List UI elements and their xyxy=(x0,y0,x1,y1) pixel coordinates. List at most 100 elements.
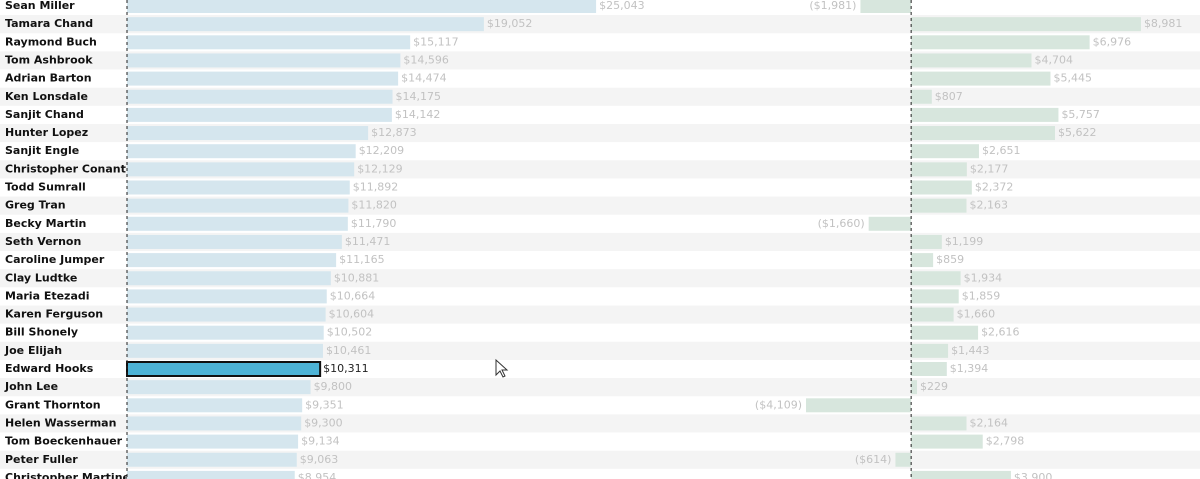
value-label: $1,443 xyxy=(951,344,990,357)
bar xyxy=(127,198,349,213)
row-label: Sanjit Chand xyxy=(5,108,84,121)
value-label: $19,052 xyxy=(487,17,533,30)
value-label: $12,873 xyxy=(371,126,417,139)
bar xyxy=(911,325,979,340)
value-label: $12,129 xyxy=(357,162,403,175)
value-label: $3,900 xyxy=(1014,471,1053,479)
bar xyxy=(911,198,967,213)
bar xyxy=(911,71,1051,86)
value-label: ($1,981) xyxy=(809,0,856,12)
row-label: Tom Boeckenhauer xyxy=(5,435,123,448)
value-label: $10,311 xyxy=(323,362,369,375)
value-label: $11,790 xyxy=(351,217,397,230)
value-label: $2,798 xyxy=(986,435,1025,448)
row-label: Sanjit Engle xyxy=(5,144,79,157)
row-label: Clay Ludtke xyxy=(5,271,77,284)
bar xyxy=(127,17,484,32)
bar xyxy=(860,0,912,13)
bar xyxy=(911,271,961,286)
mouse-cursor xyxy=(495,358,509,378)
value-label: $5,622 xyxy=(1058,126,1097,139)
bar xyxy=(127,271,331,286)
bar xyxy=(127,289,327,304)
row-label: Helen Wasserman xyxy=(5,416,116,429)
row-label: Bill Shonely xyxy=(5,326,78,339)
row-label: Tamara Chand xyxy=(5,17,93,30)
bar xyxy=(127,325,324,340)
bar xyxy=(126,361,322,377)
value-label: $9,300 xyxy=(304,416,343,429)
bar xyxy=(127,434,299,449)
row-label: Ken Lonsdale xyxy=(5,90,88,103)
bar xyxy=(127,144,356,159)
value-label: $1,660 xyxy=(957,308,996,321)
value-label: $10,461 xyxy=(326,344,372,357)
row-label: Sean Miller xyxy=(5,0,75,12)
value-label: $9,351 xyxy=(305,398,344,411)
bar xyxy=(127,162,355,177)
value-label: $859 xyxy=(936,253,964,266)
value-label: $5,757 xyxy=(1061,108,1100,121)
bar xyxy=(127,416,302,431)
row-label: Christopher Martinez xyxy=(5,471,136,479)
value-label: $2,616 xyxy=(981,326,1020,339)
value-label: $9,134 xyxy=(301,435,340,448)
bar xyxy=(911,470,1011,479)
bar xyxy=(127,216,348,231)
value-label: $10,664 xyxy=(330,289,376,302)
value-label: $807 xyxy=(935,90,963,103)
value-label: $11,820 xyxy=(351,199,397,212)
bar xyxy=(127,234,342,249)
bar xyxy=(127,307,326,322)
value-label: $12,209 xyxy=(359,144,405,157)
value-label: $1,859 xyxy=(962,289,1001,302)
row-label: Christopher Conant xyxy=(5,162,126,175)
value-label: $25,043 xyxy=(599,0,645,12)
value-label: $14,596 xyxy=(403,53,449,66)
plot: Sean Miller Tamara Chand Raymond Buch Tom A… xyxy=(4,0,1182,479)
bar xyxy=(911,234,942,249)
bar xyxy=(911,380,918,395)
bar xyxy=(911,434,983,449)
value-label: $2,163 xyxy=(969,199,1008,212)
bar xyxy=(127,35,411,50)
value-label: $9,800 xyxy=(314,380,353,393)
value-label: $10,604 xyxy=(329,308,375,321)
bar xyxy=(127,0,597,13)
value-label: $8,981 xyxy=(1144,17,1183,30)
bar xyxy=(127,126,369,141)
value-label: $14,142 xyxy=(395,108,441,121)
value-label: $2,372 xyxy=(975,181,1014,194)
bar xyxy=(895,452,912,467)
value-label: $1,934 xyxy=(964,271,1003,284)
value-label: $1,394 xyxy=(950,362,989,375)
bar xyxy=(911,253,934,268)
value-label: ($1,660) xyxy=(818,217,865,230)
value-label: $11,165 xyxy=(339,253,385,266)
bar xyxy=(911,362,947,376)
row-label: Todd Sumrall xyxy=(5,181,86,194)
bar xyxy=(127,180,350,195)
value-label: $15,117 xyxy=(413,35,459,48)
row-label: Raymond Buch xyxy=(5,35,97,48)
value-label: ($4,109) xyxy=(755,398,802,411)
value-label: $11,471 xyxy=(345,235,391,248)
bar xyxy=(127,253,337,268)
row-label: Maria Etezadi xyxy=(5,289,90,302)
bar xyxy=(911,162,967,177)
row-label: Hunter Lopez xyxy=(5,126,88,139)
bar xyxy=(911,307,954,322)
value-label: $229 xyxy=(920,380,948,393)
bar xyxy=(127,343,323,358)
bar xyxy=(911,53,1032,68)
bar xyxy=(911,35,1090,50)
bar xyxy=(127,398,303,413)
value-label: $11,892 xyxy=(353,181,399,194)
value-label: $2,651 xyxy=(982,144,1021,157)
bar xyxy=(127,89,393,104)
bar xyxy=(911,17,1141,32)
bar xyxy=(127,71,399,86)
bar xyxy=(127,452,297,467)
row-label: Becky Martin xyxy=(5,217,86,230)
